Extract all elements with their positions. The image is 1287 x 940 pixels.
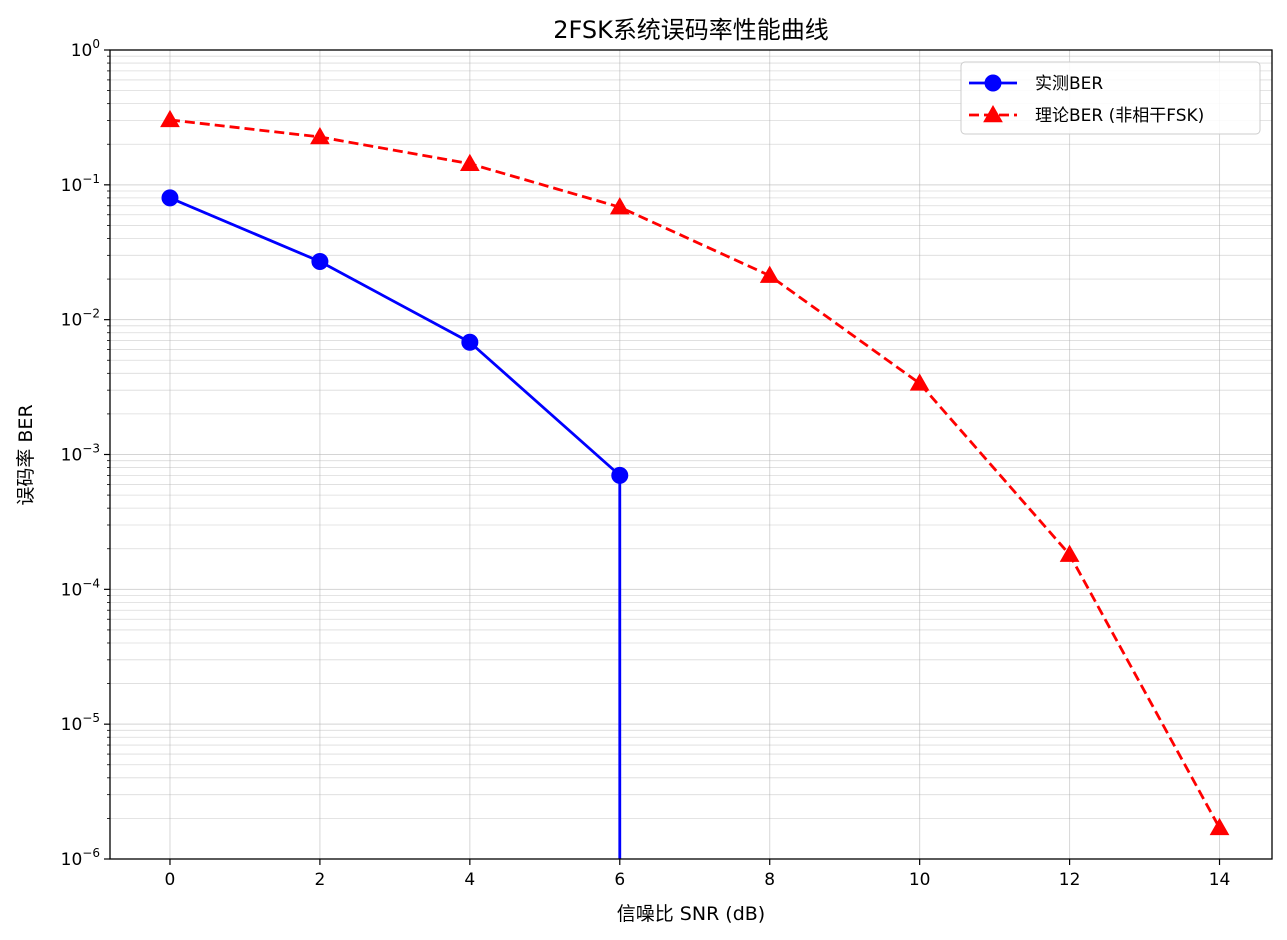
plot-area	[109, 49, 1273, 860]
series-1	[160, 109, 1230, 836]
x-axis-label: 信噪比 SNR (dB)	[617, 903, 765, 925]
series-0	[161, 189, 629, 859]
x-tick-label: 12	[1059, 870, 1081, 890]
legend-marker	[983, 104, 1003, 123]
data-point	[461, 333, 479, 351]
chart-title: 2FSK系统误码率性能曲线	[553, 16, 829, 44]
y-tick-label: 10−1	[61, 172, 100, 196]
x-tick-label: 2	[314, 870, 325, 890]
x-tick-label: 8	[764, 870, 775, 890]
data-point	[1059, 544, 1080, 562]
data-point	[759, 265, 780, 283]
legend-label: 实测BER	[1035, 74, 1103, 94]
x-tick-label: 0	[165, 870, 176, 890]
y-tick-label: 10−3	[61, 442, 100, 466]
series-layer	[160, 109, 1230, 859]
y-tick-label: 10−6	[61, 846, 100, 870]
data-point	[459, 153, 480, 171]
data-point	[611, 466, 629, 484]
x-axis: 0 2 4 6 8 10 12 14	[165, 859, 1231, 890]
data-point	[609, 197, 630, 215]
y-tick-label: 10−2	[61, 307, 100, 331]
data-point	[1209, 817, 1230, 836]
x-tick-label: 14	[1209, 870, 1231, 890]
data-point	[160, 109, 180, 128]
y-axis: 100 10−1 10−2 10−3 10−4 10−5 10−6	[61, 37, 110, 870]
legend-label: 理论BER (非相干FSK)	[1035, 106, 1204, 126]
x-tick-label: 10	[909, 870, 931, 890]
data-point	[310, 126, 330, 145]
series-line	[169, 118, 1221, 829]
legend-marker	[984, 74, 1002, 92]
y-axis-label: 误码率 BER	[15, 404, 37, 505]
data-point	[161, 189, 179, 207]
data-point	[909, 373, 930, 391]
y-tick-label: 10−4	[61, 576, 100, 600]
legend: 实测BER 理论BER (非相干FSK)	[960, 61, 1261, 135]
y-tick-label: 10−5	[61, 711, 100, 735]
grid	[110, 49, 1272, 860]
y-tick-label: 100	[71, 37, 100, 61]
data-point	[311, 253, 329, 271]
x-tick-label: 4	[464, 870, 475, 890]
x-tick-label: 6	[614, 870, 625, 890]
legend-box	[960, 61, 1261, 135]
